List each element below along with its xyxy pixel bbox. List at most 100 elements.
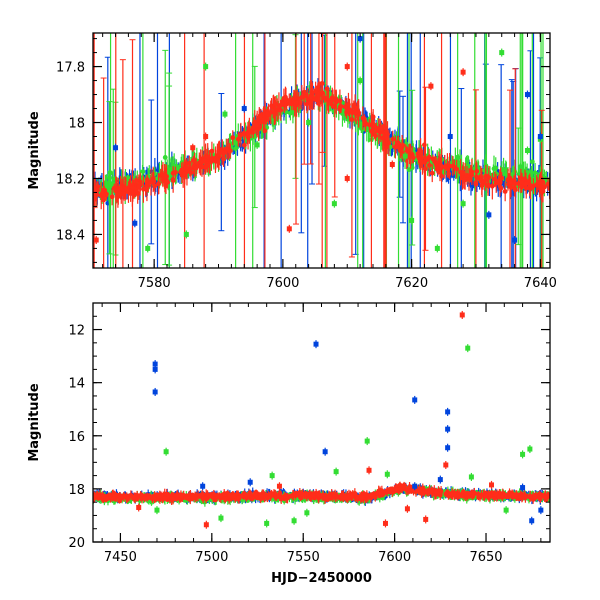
data-point (182, 171, 188, 177)
data-point (227, 148, 233, 154)
data-point (464, 173, 470, 178)
data-point (329, 97, 335, 103)
outlier-point (460, 69, 466, 75)
series-ff2d1a (93, 33, 550, 268)
data-point (205, 154, 211, 160)
outlier-point (203, 64, 209, 70)
data-point (262, 128, 268, 134)
data-point (462, 177, 468, 183)
data-point (316, 100, 322, 106)
data-point (369, 128, 374, 134)
data-point (278, 102, 284, 108)
bottom-panel: 7450 7500 7550 7600 76501214161820MagnitudeH… (27, 302, 551, 586)
data-point (532, 170, 538, 176)
outlier-point (524, 92, 530, 98)
data-point (442, 164, 448, 170)
data-point (383, 145, 389, 150)
data-point (446, 171, 452, 177)
data-point (109, 194, 115, 200)
data-point (418, 148, 424, 154)
data-point (433, 161, 439, 167)
data-point (152, 183, 158, 189)
data-point (381, 123, 387, 129)
data-point (360, 115, 366, 121)
outlier-point (203, 134, 209, 140)
top-panel: 7580 7600 7620 7640 17.8 18 18.2 18.4 Magnitude (27, 32, 557, 291)
data-point (489, 183, 495, 189)
outlier-point (460, 201, 466, 207)
data-point (426, 154, 432, 160)
data-point (244, 132, 250, 138)
series-33dd33 (93, 33, 550, 268)
outlier-point (524, 148, 530, 153)
data-point (434, 166, 440, 172)
outlier-point (447, 134, 453, 140)
data-point (485, 182, 491, 188)
y-tick-label: 17.8 (56, 61, 85, 76)
outlier-point (344, 175, 350, 181)
outlier-point (222, 111, 228, 117)
data-point (193, 165, 199, 171)
data-point (230, 135, 236, 141)
x-tick-label: 7640 (524, 276, 557, 291)
data-point (130, 185, 135, 191)
data-point (238, 132, 244, 138)
data-point (460, 170, 465, 176)
data-point (118, 185, 123, 191)
data-point (479, 183, 485, 188)
data-point (347, 107, 353, 113)
data-point (156, 181, 161, 187)
outlier-point (357, 78, 363, 84)
data-point (293, 100, 299, 105)
data-point (518, 180, 524, 185)
outlier-point (113, 145, 119, 151)
data-point (160, 172, 166, 178)
data-point (393, 144, 399, 149)
data-point (248, 129, 254, 135)
x-tick-label: 7580 (138, 276, 171, 291)
data-point (466, 176, 472, 182)
outlier-point (512, 237, 518, 243)
outlier-point (357, 36, 363, 42)
outlier-point (145, 245, 151, 251)
data-point (235, 136, 241, 142)
data-point (272, 111, 278, 117)
data-point (423, 166, 428, 172)
data-point (288, 110, 293, 116)
data-point (233, 146, 239, 151)
outlier-point (537, 134, 543, 140)
data-point (468, 171, 474, 176)
data-point (450, 163, 456, 169)
axis-ticks: 7580 7600 7620 7640 17.8 18 18.2 18.4 (56, 33, 557, 291)
data-point (422, 142, 427, 148)
data-point (313, 88, 319, 94)
data-point (101, 197, 107, 203)
outlier-point (286, 226, 292, 232)
outlier-point (93, 237, 99, 243)
outlier-point (254, 142, 260, 148)
data-point (286, 98, 292, 103)
data-point (454, 166, 460, 172)
data-point (209, 148, 215, 154)
data-point (269, 103, 274, 109)
data-point (188, 170, 194, 175)
data-point (473, 181, 479, 187)
data-point (319, 81, 325, 86)
data-point (324, 86, 330, 92)
data-point (527, 182, 533, 188)
data-point (502, 189, 508, 194)
y-tick-label: 18.2 (56, 172, 85, 187)
data-point (178, 169, 184, 175)
data-point (545, 181, 550, 187)
data-point (190, 158, 196, 163)
data-point (217, 150, 223, 156)
outliers-0044dd (113, 34, 543, 245)
data-point (126, 189, 131, 195)
outlier-point (409, 217, 415, 223)
data-points (93, 33, 550, 268)
outliers-ff2d1a (93, 62, 466, 245)
data-point (455, 154, 461, 160)
outlier-point (241, 106, 247, 112)
data-point (529, 159, 535, 165)
